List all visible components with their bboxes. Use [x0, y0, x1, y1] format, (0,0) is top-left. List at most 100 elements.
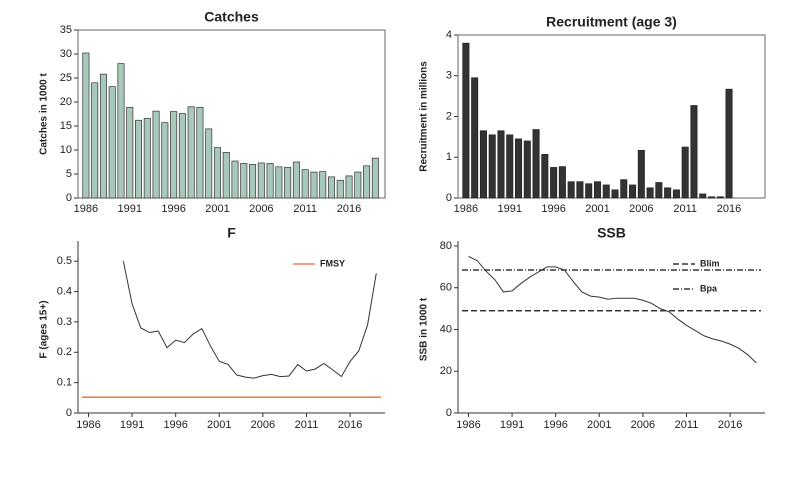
- legend-label: FMSY: [320, 258, 345, 268]
- legend-label: Blim: [700, 258, 720, 268]
- bar: [336, 179, 344, 199]
- x-tick-label: 1991: [118, 203, 142, 215]
- bar: [213, 147, 221, 199]
- x-tick-label: 1996: [161, 203, 185, 215]
- x-tick-label: 2006: [251, 419, 275, 431]
- bar: [292, 161, 300, 199]
- bar: [681, 146, 689, 199]
- plot-frame: [457, 34, 766, 199]
- y-tick-label: 35: [60, 24, 72, 36]
- y-axis-label: F (ages 15+): [39, 300, 50, 358]
- bar: [567, 181, 575, 199]
- bar: [523, 140, 531, 199]
- y-tick-label: 20: [60, 96, 72, 108]
- bar: [143, 117, 151, 199]
- x-tick-label: 1986: [76, 419, 100, 431]
- legend-label: Bpa: [700, 283, 718, 293]
- bar: [558, 166, 566, 199]
- bar: [506, 134, 514, 199]
- bar: [707, 196, 716, 199]
- y-tick-label: 10: [60, 144, 72, 156]
- bar: [593, 181, 601, 199]
- bar: [108, 86, 116, 199]
- bar: [488, 134, 496, 199]
- x-tick-label: 2016: [717, 203, 741, 215]
- y-tick-label: 0.2: [57, 346, 72, 358]
- bar: [205, 128, 213, 199]
- bar: [550, 167, 558, 199]
- y-tick-label: 2: [446, 110, 452, 122]
- y-tick-label: 0.5: [57, 255, 72, 267]
- y-axis-label: Catches in 1000 t: [39, 72, 50, 154]
- bar: [310, 171, 318, 199]
- x-tick-label: 2001: [587, 419, 611, 431]
- bar: [345, 175, 353, 199]
- x-tick-label: 2011: [293, 203, 317, 215]
- x-tick-label: 1986: [456, 419, 480, 431]
- bar: [725, 88, 733, 199]
- x-tick-label: 2006: [631, 419, 655, 431]
- bar: [91, 82, 99, 199]
- bar: [126, 106, 134, 199]
- bar: [497, 130, 505, 199]
- x-tick-label: 1996: [163, 419, 187, 431]
- bar: [585, 183, 593, 199]
- bar: [178, 113, 186, 199]
- panel-title: Recruitment (age 3): [546, 14, 677, 30]
- bar: [354, 171, 362, 199]
- bar: [266, 163, 274, 199]
- x-tick-label: 2011: [295, 419, 319, 431]
- y-tick-label: 0: [66, 407, 72, 419]
- y-tick-label: 0.1: [57, 377, 72, 389]
- x-tick-label: 1986: [74, 203, 98, 215]
- y-tick-label: 0: [446, 407, 452, 419]
- bar: [716, 196, 724, 199]
- bar: [611, 189, 619, 199]
- bar: [319, 171, 327, 199]
- bar: [515, 138, 523, 199]
- x-tick-label: 1991: [120, 419, 144, 431]
- bar: [117, 63, 125, 199]
- y-tick-label: 4: [446, 29, 452, 41]
- x-tick-label: 1986: [454, 203, 478, 215]
- x-tick-label: 2016: [338, 419, 362, 431]
- bar: [82, 52, 90, 199]
- x-tick-label: 2001: [205, 203, 229, 215]
- x-tick-label: 2016: [718, 419, 742, 431]
- bar: [284, 166, 292, 199]
- panel-title: Catches: [204, 9, 259, 25]
- panel-title: SSB: [597, 225, 626, 241]
- x-tick-label: 2001: [207, 419, 231, 431]
- bar: [699, 193, 707, 199]
- y-axis-label: Recruitment in millions: [419, 61, 430, 172]
- bar: [196, 106, 204, 199]
- y-tick-label: 0.3: [57, 316, 72, 328]
- y-tick-label: 15: [60, 120, 72, 132]
- bar: [462, 42, 470, 199]
- y-tick-label: 30: [60, 48, 72, 60]
- x-tick-label: 1996: [541, 203, 565, 215]
- bar: [637, 149, 645, 199]
- bar: [99, 73, 107, 199]
- y-tick-label: 5: [66, 168, 72, 180]
- bar: [471, 77, 479, 199]
- bar: [479, 130, 487, 199]
- bar: [249, 164, 257, 199]
- bar: [152, 110, 160, 199]
- y-tick-label: 3: [446, 70, 452, 82]
- bar: [371, 157, 379, 199]
- bar: [275, 166, 283, 199]
- y-tick-label: 80: [440, 240, 452, 252]
- y-tick-label: 40: [440, 323, 452, 335]
- data-line: [468, 255, 757, 364]
- x-tick-label: 2001: [585, 203, 609, 215]
- bar: [187, 106, 195, 199]
- bar: [135, 119, 143, 199]
- bar: [541, 154, 549, 199]
- bar: [327, 176, 336, 199]
- bar: [231, 160, 239, 199]
- plot-frame: [77, 29, 386, 199]
- bar: [363, 165, 371, 199]
- panel-title: F: [227, 225, 236, 241]
- bar: [240, 163, 248, 199]
